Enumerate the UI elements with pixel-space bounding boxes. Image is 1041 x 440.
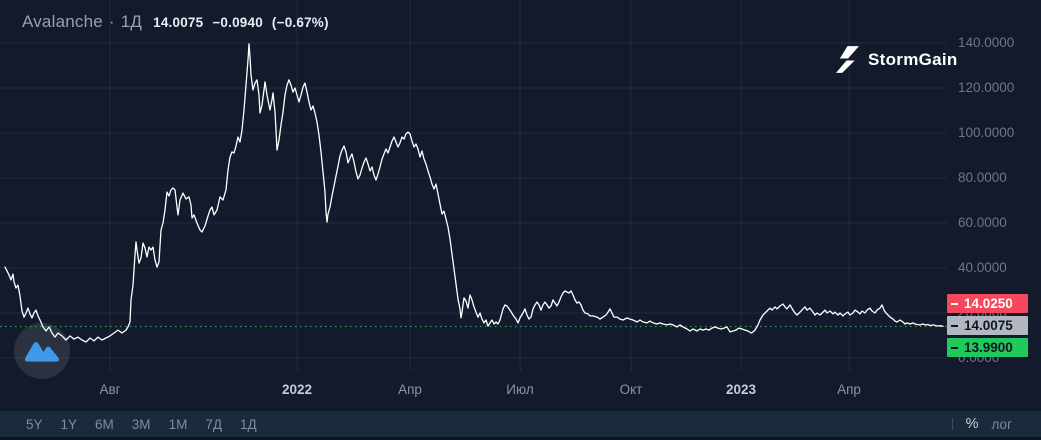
- mountain-chart-icon: [24, 342, 59, 362]
- log-scale-button[interactable]: лог: [991, 416, 1012, 432]
- time-axis-label: Апр: [837, 382, 861, 397]
- bottom-toolbar: 5Y 1Y 6M 3M 1M 7Д 1Д % лог: [0, 411, 1041, 437]
- range-button-7Д[interactable]: 7Д: [197, 415, 230, 434]
- last-price-badge-value: 14.0075: [964, 318, 1013, 333]
- range-button-3M[interactable]: 3M: [124, 415, 159, 434]
- timeframe-buttons: 5Y 1Y 6M 3M 1M 7Д 1Д: [18, 415, 265, 434]
- price-line-series: [4, 43, 944, 343]
- time-axis-label: 2022: [281, 382, 313, 397]
- time-axis-tick: [741, 366, 742, 371]
- price-axis-label: 140.0000: [958, 35, 1015, 50]
- chart-watermark: [14, 323, 70, 379]
- ask-price-value: 14.0250: [964, 296, 1013, 311]
- header-separator: ·: [108, 12, 115, 31]
- toolbar-divider: [951, 418, 953, 430]
- stormgain-logo: StormGain: [836, 46, 958, 73]
- price-axis-label: 100.0000: [958, 125, 1015, 140]
- time-axis[interactable]: Авг 2022 Апр Июл Окт 2023 Апр: [0, 366, 947, 411]
- axis-tick-dash: [951, 324, 958, 327]
- ask-price-badge: 14.0250: [947, 294, 1028, 313]
- bottom-strip: [0, 437, 1041, 440]
- range-button-6M[interactable]: 6M: [87, 415, 122, 434]
- axis-tick-dash: [951, 346, 958, 349]
- time-axis-tick: [410, 366, 411, 371]
- time-axis-label: Июл: [506, 382, 534, 397]
- timeframe-label: 1Д: [120, 12, 143, 31]
- time-axis-tick: [297, 366, 298, 371]
- horizontal-gridlines: [0, 42, 947, 359]
- bid-price-badge: 13.9900: [947, 338, 1028, 357]
- range-button-5Y[interactable]: 5Y: [18, 415, 51, 434]
- range-button-1Y[interactable]: 1Y: [53, 415, 86, 434]
- bid-price-value: 13.9900: [964, 340, 1013, 355]
- time-axis-tick: [631, 366, 632, 371]
- time-axis-label: Апр: [398, 382, 422, 397]
- stormgain-bolt-icon: [836, 46, 859, 73]
- price-axis-label: 80.0000: [958, 170, 1007, 185]
- price-axis-label: 60.0000: [958, 215, 1007, 230]
- last-price-value: 14.0075: [153, 15, 204, 30]
- scale-controls: % лог: [951, 416, 1012, 432]
- range-button-1M[interactable]: 1M: [161, 415, 196, 434]
- vertical-gridlines: [109, 0, 850, 366]
- price-axis-label: 120.0000: [958, 80, 1015, 95]
- percent-scale-button[interactable]: %: [965, 416, 979, 432]
- time-axis-tick: [110, 366, 111, 371]
- price-chart-plot[interactable]: [0, 0, 947, 372]
- time-axis-tick: [520, 366, 521, 371]
- time-axis-label: Авг: [99, 382, 121, 397]
- time-axis-label: 2023: [725, 382, 757, 397]
- price-change-value: −0.0940: [212, 15, 263, 30]
- axis-tick-dash: [951, 302, 958, 305]
- last-price-badge: 14.0075: [947, 316, 1028, 335]
- instrument-header: Avalanche · 1Д 14.0075 −0.0940 (−0.67%): [22, 12, 329, 32]
- price-axis-label: 40.0000: [958, 260, 1007, 275]
- range-button-1Д[interactable]: 1Д: [232, 415, 265, 434]
- price-change-percent: (−0.67%): [271, 15, 329, 30]
- stormgain-logo-text: StormGain: [868, 49, 958, 69]
- instrument-name: Avalanche: [22, 12, 103, 31]
- time-axis-label: Окт: [619, 382, 643, 397]
- time-axis-tick: [849, 366, 850, 371]
